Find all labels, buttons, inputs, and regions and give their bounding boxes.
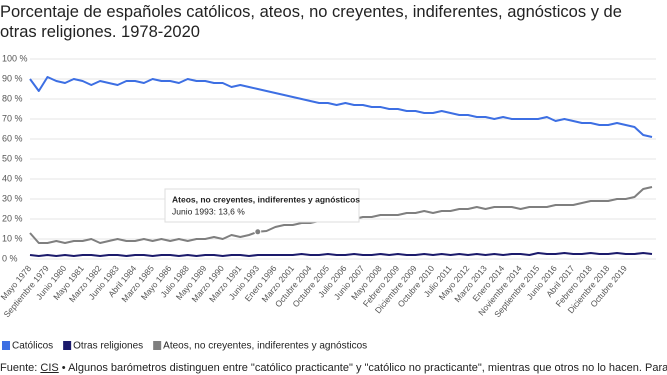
- legend-swatch: [63, 341, 72, 350]
- y-tick-label: 40 %: [2, 173, 23, 183]
- legend-swatch: [153, 341, 162, 350]
- source: Fuente: CIS • Algunos barómetros disting…: [0, 362, 667, 374]
- source-text: • Algunos barómetros distinguen entre "c…: [61, 362, 667, 374]
- hover-point: [254, 228, 262, 236]
- tooltip-title: Ateos, no creyentes, indiferentes y agnó…: [172, 194, 360, 204]
- legend-swatch: [2, 341, 10, 350]
- series-line: [29, 76, 653, 138]
- chart-title: Porcentaje de españoles católicos, ateos…: [0, 3, 622, 41]
- series-line: [29, 252, 653, 257]
- y-tick-label: 90 %: [2, 73, 23, 83]
- source-prefix: Fuente:: [0, 362, 38, 374]
- y-tick-label: 100 %: [2, 53, 28, 63]
- y-tick-label: 0 %: [2, 253, 18, 263]
- legend-label: Católicos: [12, 341, 53, 352]
- y-tick-label: 70 %: [2, 113, 23, 123]
- y-tick-label: 20 %: [2, 213, 23, 223]
- tooltip-box: [164, 188, 360, 223]
- legend-label: Ateos, no creyentes, indiferentes y agnó…: [163, 341, 367, 352]
- y-tick-label: 30 %: [2, 193, 23, 203]
- y-tick-label: 80 %: [2, 93, 23, 103]
- legend-label: Otras religiones: [73, 341, 143, 352]
- y-tick-label: 10 %: [2, 233, 23, 243]
- source-link[interactable]: CIS: [40, 362, 59, 374]
- tooltip: Ateos, no creyentes, indiferentes y agnó…: [164, 188, 360, 223]
- chart: 0 % 10 % 20 % 30 % 40 % 50 % 60 % 70 % 80 % 90 % 1…: [0, 53, 656, 352]
- y-tick-label: 60 %: [2, 133, 23, 143]
- y-tick-label: 50 %: [2, 153, 23, 163]
- tooltip-text: Junio 1993: 13,6 %: [172, 206, 245, 216]
